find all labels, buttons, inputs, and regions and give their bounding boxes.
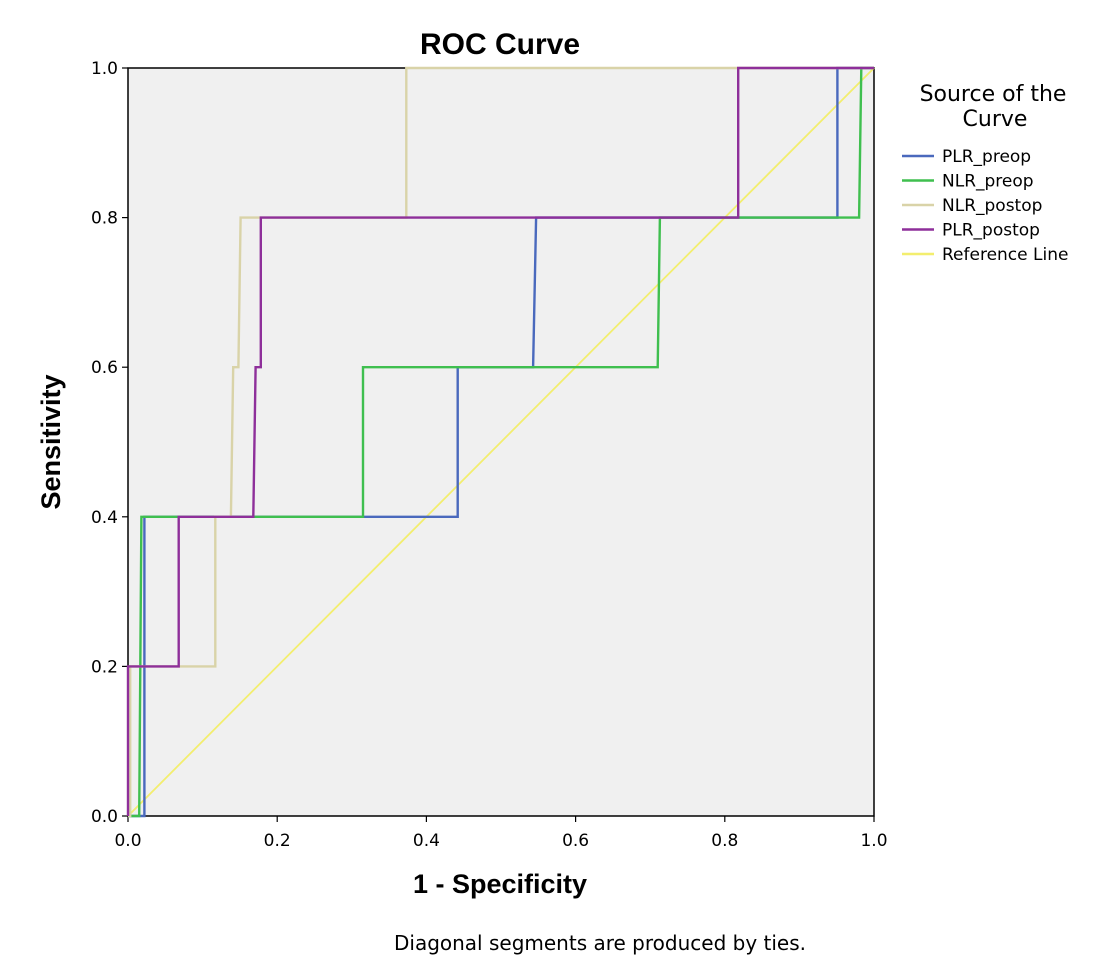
legend-title-line1: Source of the (920, 82, 1067, 107)
x-tick-label: 0.0 (114, 831, 141, 851)
y-axis-label: Sensitivity (36, 374, 66, 509)
x-tick-label: 1.0 (860, 831, 887, 851)
x-tick-label: 0.2 (264, 831, 291, 851)
legend-label-plr-preop: PLR_preop (942, 147, 1031, 167)
y-tick-label: 0.2 (91, 657, 118, 677)
series-lines (126, 66, 875, 818)
y-tick-label: 1.0 (91, 59, 118, 79)
x-tick-label: 0.4 (413, 831, 440, 851)
y-axis-ticks: 0.0 0.2 0.4 0.6 0.8 1.0 (91, 59, 128, 827)
legend-label-reference-line: Reference Line (942, 245, 1068, 265)
x-tick-label: 0.8 (711, 831, 738, 851)
series-line-nlr-postop (128, 66, 874, 818)
legend-label-nlr-postop: NLR_postop (942, 196, 1042, 216)
chart-footnote: Diagonal segments are produced by ties. (394, 931, 806, 955)
legend-title-line2: Curve (963, 107, 1028, 132)
legend: Source of the Curve PLR_preop NLR_preop NL… (902, 82, 1068, 265)
y-tick-label: 0.6 (91, 358, 118, 378)
legend-label-plr-postop: PLR_postop (942, 221, 1040, 241)
legend-label-nlr-preop: NLR_preop (942, 172, 1034, 192)
y-tick-label: 0.8 (91, 209, 118, 229)
legend-items: PLR_preop NLR_preop NLR_postop PLR_postop Re… (902, 147, 1068, 265)
x-tick-label: 0.6 (562, 831, 589, 851)
chart-title: ROC Curve (420, 28, 580, 61)
series-line-plr-postop (126, 66, 874, 816)
x-axis-ticks: 0.0 0.2 0.4 0.6 0.8 1.0 (114, 816, 888, 851)
y-tick-label: 0.0 (91, 807, 118, 827)
series-line-reference-line (127, 67, 875, 817)
x-axis-label: 1 - Specificity (413, 869, 587, 899)
y-tick-label: 0.4 (91, 508, 118, 528)
